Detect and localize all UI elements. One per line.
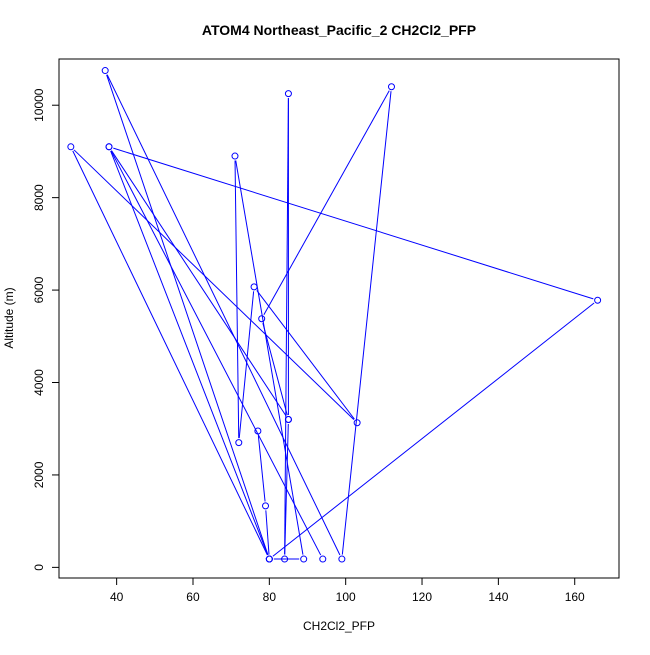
data-point (258, 315, 266, 323)
series-segment (262, 322, 288, 416)
series-segment (238, 291, 255, 439)
y-tick-label: 2000 (32, 461, 46, 488)
series-segment (106, 74, 269, 555)
x-tick-label: 140 (488, 590, 508, 604)
series-segment (72, 150, 268, 556)
data-point (265, 555, 273, 563)
y-axis: 0 2000 4000 6000 8000 10000 (32, 88, 60, 571)
data-point (281, 555, 289, 563)
data-point (353, 419, 361, 427)
y-tick-label: 4000 (32, 369, 46, 396)
series-segment (263, 90, 390, 316)
series-segment (113, 147, 594, 300)
x-tick-label: 80 (263, 590, 277, 604)
x-tick-label: 100 (336, 590, 356, 604)
series-segment (256, 290, 355, 420)
data-point (594, 296, 602, 304)
series-segment (284, 98, 289, 555)
series-segment (272, 302, 595, 557)
x-axis-label: CH2Cl2_PFP (303, 619, 375, 633)
y-tick-label: 6000 (32, 276, 46, 303)
data-point (300, 555, 308, 563)
data-point (262, 502, 270, 510)
x-tick-label: 160 (565, 590, 585, 604)
series-lines (72, 74, 595, 560)
data-point (284, 90, 292, 98)
y-tick-label: 10000 (32, 88, 46, 122)
series-segment (110, 150, 269, 556)
plot-frame (58, 58, 620, 579)
data-point (250, 283, 258, 291)
data-point (284, 415, 292, 423)
series-segment (234, 160, 240, 439)
series-segment (257, 435, 266, 502)
series-segment (73, 149, 355, 420)
x-tick-label: 120 (412, 590, 432, 604)
y-tick-label: 8000 (32, 184, 46, 211)
x-axis: 40 60 80 100 120 140 160 (110, 577, 585, 604)
y-axis-label: Altitude (m) (2, 287, 16, 348)
series-segment (110, 150, 322, 556)
data-point (319, 555, 327, 563)
data-point (235, 439, 243, 447)
data-point (254, 427, 262, 435)
data-point (67, 143, 75, 151)
series-segment (284, 423, 289, 555)
data-point (338, 555, 346, 563)
series-segment (265, 510, 270, 555)
chart-title: ATOM4 Northeast_Pacific_2 CH2Cl2_PFP (202, 22, 476, 38)
series-segment (111, 150, 287, 416)
data-point (231, 152, 239, 160)
series-segment (106, 74, 341, 556)
series-segment (341, 91, 392, 555)
data-point (105, 143, 113, 151)
y-tick-label: 0 (32, 564, 46, 571)
data-point (101, 67, 109, 75)
x-tick-label: 60 (186, 590, 200, 604)
series-segment (235, 160, 304, 555)
series-points (67, 67, 602, 563)
x-tick-label: 40 (110, 590, 124, 604)
data-point (387, 83, 395, 91)
